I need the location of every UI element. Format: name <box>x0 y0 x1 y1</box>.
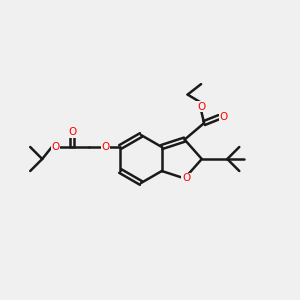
Text: O: O <box>220 112 228 122</box>
Text: O: O <box>101 142 109 152</box>
Text: O: O <box>68 127 76 137</box>
Text: O: O <box>52 142 60 152</box>
Text: O: O <box>197 102 205 112</box>
Text: O: O <box>182 173 190 183</box>
